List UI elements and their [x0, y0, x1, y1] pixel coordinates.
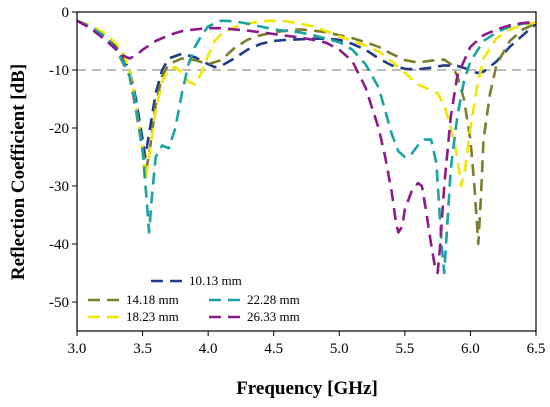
series-layer	[77, 19, 536, 275]
legend-label: 22.28 mm	[247, 292, 300, 307]
legend-label: 18.23 mm	[126, 309, 179, 324]
x-tick-label: 5.5	[395, 341, 414, 357]
series-line-4	[77, 19, 536, 275]
x-axis-label: Frequency [GHz]	[236, 378, 378, 399]
x-tick-label: 3.5	[133, 341, 152, 357]
plot-frame	[76, 11, 537, 332]
y-tick-label: -20	[49, 121, 69, 137]
x-tick-label: 4.0	[199, 341, 218, 357]
y-tick-label: -40	[49, 237, 69, 253]
x-tick-label: 5.0	[330, 341, 349, 357]
y-tick-label: -10	[49, 63, 69, 79]
legend: 10.13 mm 14.18 mm 22.28 mm 18.23 mm 26.33 mm	[88, 273, 300, 324]
y-tick-label: -30	[49, 179, 69, 195]
y-tick-label: -50	[49, 295, 69, 311]
x-tick-label: 3.0	[68, 341, 87, 357]
legend-label: 10.13 mm	[189, 273, 242, 288]
series-line-5	[77, 19, 536, 275]
series-line-3	[77, 19, 536, 188]
x-tick-label: 6.5	[527, 341, 546, 357]
legend-label: 14.18 mm	[126, 292, 179, 307]
axes-layer: 3.0 3.5 4.0 4.5 5.0 5.5 6.0 6.5 0 -10 -20 -30 -40 -50	[49, 5, 545, 357]
series-line-2	[77, 19, 536, 246]
x-tick-label: 6.0	[461, 341, 480, 357]
y-axis-label: Reflection Coefficient [dB]	[8, 64, 29, 280]
y-tick-label: 0	[62, 5, 70, 21]
x-tick-label: 4.5	[264, 341, 283, 357]
series-line-1	[77, 19, 536, 159]
legend-label: 26.33 mm	[247, 309, 300, 324]
